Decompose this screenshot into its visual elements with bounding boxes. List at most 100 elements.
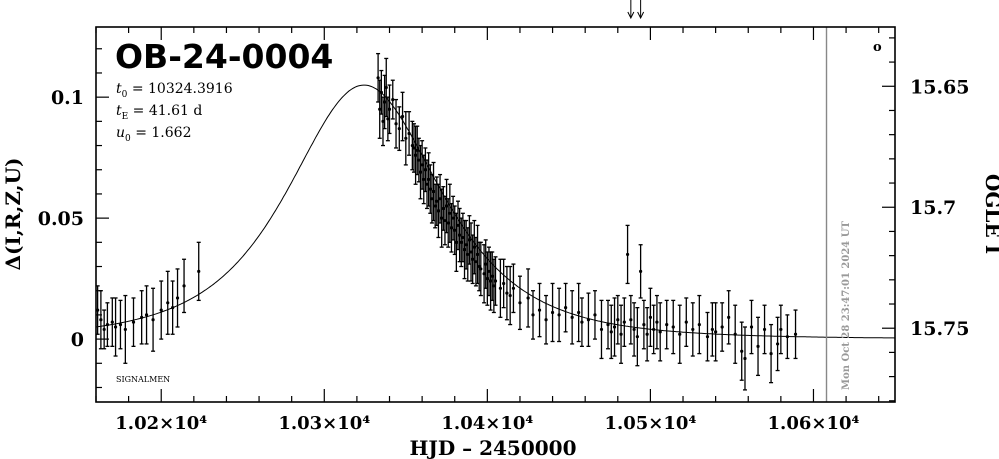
point-marker <box>475 252 480 257</box>
point-marker <box>648 315 653 319</box>
point-marker <box>740 349 744 353</box>
data-point <box>182 258 187 314</box>
data-point <box>454 212 459 273</box>
data-point <box>131 297 136 348</box>
point-marker <box>710 327 714 332</box>
data-point <box>105 302 110 348</box>
point-marker <box>477 264 481 269</box>
x-tick-label: 1.02×10⁴ <box>115 413 207 434</box>
data-point <box>387 84 392 135</box>
point-marker <box>407 131 411 136</box>
data-point <box>664 299 669 350</box>
point-marker <box>493 279 498 283</box>
data-point <box>175 268 180 328</box>
point-marker <box>762 327 767 332</box>
data-point <box>733 304 738 364</box>
point-marker <box>639 269 643 273</box>
data-point <box>778 304 783 355</box>
point-marker <box>438 197 442 201</box>
data-point <box>380 96 385 147</box>
point-marker <box>430 197 434 201</box>
data-point <box>482 244 487 304</box>
point-marker <box>400 114 405 119</box>
arrow-head <box>627 11 635 20</box>
point-marker <box>105 322 110 327</box>
point-marker <box>391 97 395 102</box>
data-point <box>654 294 659 350</box>
data-point <box>710 302 715 357</box>
data-point <box>756 316 761 377</box>
data-point <box>720 302 725 352</box>
point-marker <box>769 352 773 356</box>
x-axis-ticks: 1.02×10⁴ 1.03×10⁴ 1.04×10⁴ 1.05×10⁴ 1.06×10⁴ <box>95 27 880 434</box>
data-point <box>433 183 438 229</box>
plot-frame <box>95 26 896 403</box>
point-marker <box>423 168 427 172</box>
data-point <box>377 79 382 139</box>
point-marker <box>749 325 754 329</box>
data-point <box>609 304 614 360</box>
x-tick-label: 1.06×10⁴ <box>768 413 860 434</box>
point-marker <box>469 250 473 254</box>
data-point <box>563 282 568 333</box>
y-axis-right-label: OGLE I <box>981 174 999 254</box>
point-marker <box>449 226 454 230</box>
point-marker <box>775 342 780 346</box>
data-point <box>444 178 449 234</box>
point-marker <box>446 221 450 225</box>
point-marker <box>599 327 604 332</box>
point-marker <box>537 308 542 312</box>
data-point <box>677 304 682 364</box>
point-marker <box>671 325 675 329</box>
point-marker <box>110 320 114 324</box>
data-point <box>390 79 395 120</box>
point-marker <box>118 322 123 327</box>
data-point <box>397 106 402 152</box>
data-point <box>493 256 498 306</box>
point-marker <box>113 325 118 329</box>
point-marker <box>705 335 710 339</box>
data-point <box>151 287 156 352</box>
point-marker <box>428 187 432 191</box>
point-marker <box>756 344 760 348</box>
point-marker <box>440 216 444 220</box>
footer-text: SIGNALMEN <box>116 375 170 384</box>
point-marker <box>727 315 731 319</box>
data-point <box>431 161 436 222</box>
data-point <box>690 302 695 357</box>
right-axis-ticks: 15.65 15.7 15.75 <box>882 37 970 402</box>
point-marker <box>652 327 656 332</box>
point-marker <box>197 269 201 273</box>
data-point <box>606 299 611 350</box>
point-marker <box>629 318 633 322</box>
data-point <box>98 290 103 350</box>
point-marker <box>410 143 414 148</box>
data-point <box>762 304 767 355</box>
point-marker <box>658 330 662 334</box>
point-marker <box>151 318 155 322</box>
point-marker <box>414 153 418 157</box>
point-marker <box>144 313 149 317</box>
data-point <box>622 297 627 348</box>
data-point <box>576 282 581 343</box>
point-marker <box>577 310 581 315</box>
point-marker <box>175 296 180 300</box>
data-point <box>508 265 513 326</box>
point-marker <box>616 318 620 322</box>
point-marker <box>779 327 783 332</box>
data-point <box>586 292 591 348</box>
y-tick-label: 0.1 <box>51 87 84 109</box>
data-point <box>501 258 506 309</box>
data-point <box>641 299 646 350</box>
arrow-head <box>637 11 645 20</box>
point-marker <box>451 216 455 220</box>
data-point <box>648 287 653 348</box>
data-point <box>671 299 676 355</box>
data-point <box>705 311 710 362</box>
data-point <box>113 297 118 357</box>
chart-title: OB-24-0004 <box>115 37 333 76</box>
point-marker <box>131 320 136 324</box>
point-marker <box>425 182 429 186</box>
data-point <box>697 294 702 355</box>
data-point <box>749 299 754 355</box>
